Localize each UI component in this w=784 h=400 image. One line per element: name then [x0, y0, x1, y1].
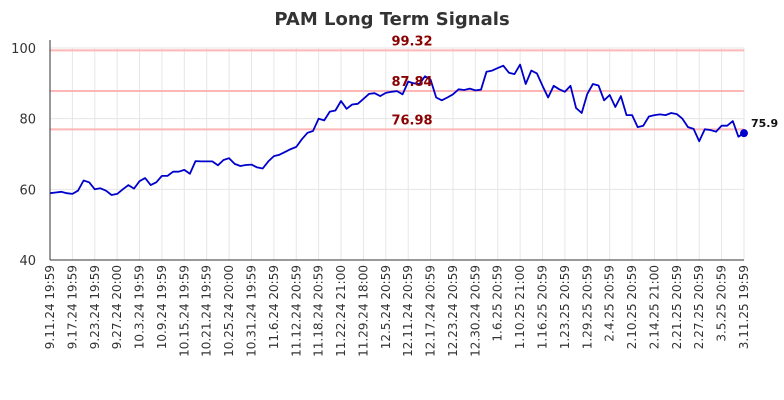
x-tick-label: 11.12.24 20:59 — [289, 265, 303, 357]
x-tick-label: 2.27.25 20:59 — [692, 265, 706, 349]
x-tick-label: 3.11.25 19:59 — [737, 265, 751, 349]
y-tick-label: 100 — [11, 42, 36, 57]
x-tick-label: 10.21.24 19:59 — [200, 265, 214, 357]
x-tick-label: 2.21.25 20:59 — [670, 265, 684, 349]
y-tick-label: 80 — [19, 113, 36, 128]
reference-line-label: 87.84 — [391, 75, 432, 90]
x-tick-label: 9.23.24 19:59 — [88, 265, 102, 349]
y-tick-label: 60 — [19, 183, 36, 198]
x-tick-label: 1.6.25 20:59 — [491, 265, 505, 342]
x-tick-label: 1.16.25 20:59 — [536, 265, 550, 349]
x-tick-label: 9.11.24 19:59 — [43, 265, 57, 349]
x-tick-label: 11.6.24 20:59 — [267, 265, 281, 349]
x-tick-label: 12.5.24 20:59 — [379, 265, 393, 349]
series-line — [49, 63, 745, 196]
chart-title: PAM Long Term Signals — [274, 9, 509, 30]
reference-line-label: 99.32 — [391, 34, 432, 49]
x-tick-label: 9.27.24 20:00 — [110, 265, 124, 349]
x-tick-label: 12.17.24 20:59 — [424, 265, 438, 357]
x-tick-label: 11.22.24 21:00 — [334, 265, 348, 357]
x-tick-label: 1.23.25 20:59 — [558, 265, 572, 349]
series-layer — [49, 63, 748, 196]
x-tick-label: 12.23.24 20:59 — [446, 265, 460, 357]
labels: 99.32 87.84 76.98 75.9 — [391, 34, 778, 130]
x-tick-label: 2.10.25 20:59 — [625, 265, 639, 349]
x-tick-label: 10.9.24 19:59 — [155, 265, 169, 349]
x-tick-label: 11.18.24 20:59 — [312, 265, 326, 357]
x-tick-label: 2.4.25 20:59 — [603, 265, 617, 342]
reference-line-label: 76.98 — [391, 113, 432, 128]
y-tick-label: 40 — [19, 254, 36, 269]
x-tick-label: 10.3.24 19:59 — [133, 265, 147, 349]
x-tick-label: 10.31.24 19:59 — [244, 265, 258, 357]
x-tick-label: 10.25.24 20:00 — [222, 265, 236, 357]
x-tick-label: 1.29.25 20:59 — [580, 265, 594, 349]
x-tick-label: 12.30.24 20:59 — [468, 265, 482, 357]
x-tick-label: 3.5.25 20:59 — [715, 265, 729, 342]
last-value-label: 75.9 — [751, 117, 778, 130]
last-point-marker — [740, 129, 748, 138]
x-tick-label: 2.14.25 21:00 — [647, 265, 661, 349]
x-tick-label: 10.15.24 19:59 — [177, 265, 191, 357]
grid — [49, 47, 745, 261]
x-tick-label: 11.29.24 18:00 — [356, 265, 370, 357]
x-tick-label: 1.10.25 21:00 — [513, 265, 527, 349]
x-tick-label: 12.11.24 20:59 — [401, 265, 415, 357]
x-tick-label: 9.17.24 19:59 — [65, 265, 79, 349]
axes: 40 60 80 100 9.11.24 19:59 9.17.24 19:59 9.23.… — [11, 40, 751, 357]
